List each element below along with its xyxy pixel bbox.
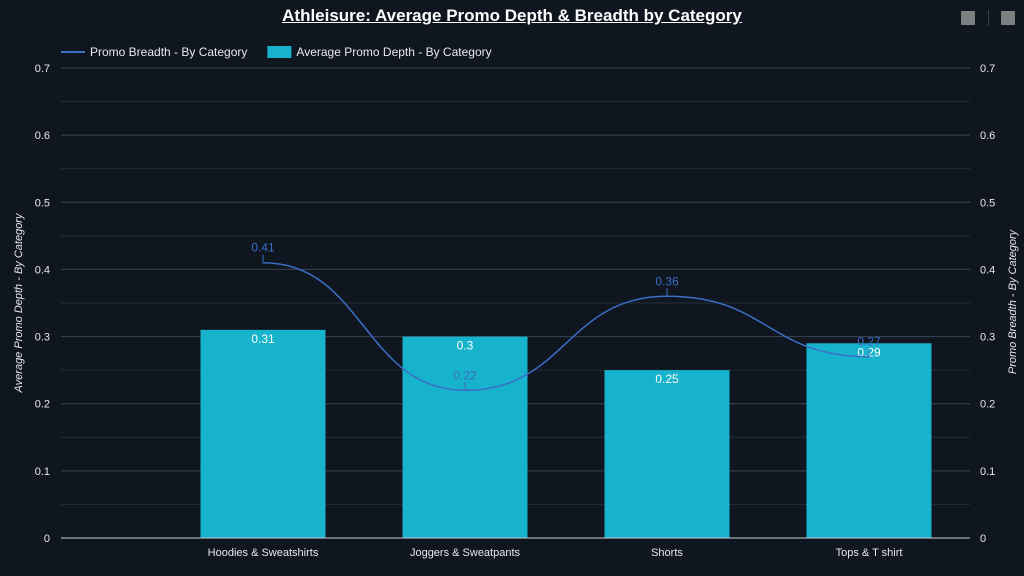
legend-label: Promo Breadth - By Category [90,45,247,59]
y-tick-label: 0.7 [35,63,50,75]
control-separator [988,10,989,26]
y2-tick-label: 0.6 [980,130,995,142]
bar-data-label: 0.31 [251,332,275,346]
bar[interactable] [806,343,932,538]
y2-tick-label: 0.3 [980,332,995,344]
axes: 0 0.1 0.2 0.3 0.4 0.5 0.6 0.7 0 0.1 0.2 0.3 0.4 0.5 0.… [13,63,1019,559]
y2-tick-label: 0.5 [980,197,995,209]
chart-title: Athleisure: Average Promo Depth & Breadt… [282,6,742,25]
legend-bar-swatch [267,46,292,58]
window-control-icon[interactable] [961,11,975,25]
line-data-label: 0.36 [655,274,679,288]
x-tick-label: Hoodies & Sweatshirts [208,547,319,559]
y2-tick-label: 0.7 [980,63,995,75]
bar-series: 0.31 0.30.250.29 [200,329,932,538]
y-tick-label: 0.3 [35,332,50,344]
bar[interactable] [604,370,730,538]
y2-tick-label: 0.1 [980,466,995,478]
legend-label: Average Promo Depth - By Category [296,45,491,59]
y2-tick-label: 0.2 [980,399,995,411]
bar[interactable] [200,329,326,538]
x-tick-label: Joggers & Sweatpants [410,547,521,559]
y-tick-label: 0.5 [35,197,50,209]
x-tick-label: Tops & T shirt [836,547,903,559]
legend: Promo Breadth - By Category Average Promo… [61,45,492,59]
x-tick-label: Shorts [651,547,683,559]
y-tick-label: 0.4 [35,264,50,276]
window-control-icon[interactable] [1001,11,1015,25]
bar[interactable] [402,336,528,538]
y-tick-label: 0.1 [35,466,50,478]
y-tick-label: 0 [44,533,50,545]
line-path [262,261,870,392]
y2-axis-title: Promo Breadth - By Category [1007,228,1019,374]
y-tick-label: 0.6 [35,130,50,142]
y-tick-label: 0.2 [35,399,50,411]
y2-tick-label: 0.4 [980,264,995,276]
line-data-label: 0.41 [251,241,275,255]
y2-tick-label: 0 [980,533,986,545]
line-series: 0.41 0.22 0.36 0.27 [251,241,881,392]
line-data-label: 0.27 [857,335,881,349]
y-axis-title: Average Promo Depth - By Category [13,212,25,393]
line-data-label: 0.22 [453,368,477,382]
bar-data-label: 0.25 [655,372,679,386]
bar-data-label: 0.3 [457,339,474,353]
